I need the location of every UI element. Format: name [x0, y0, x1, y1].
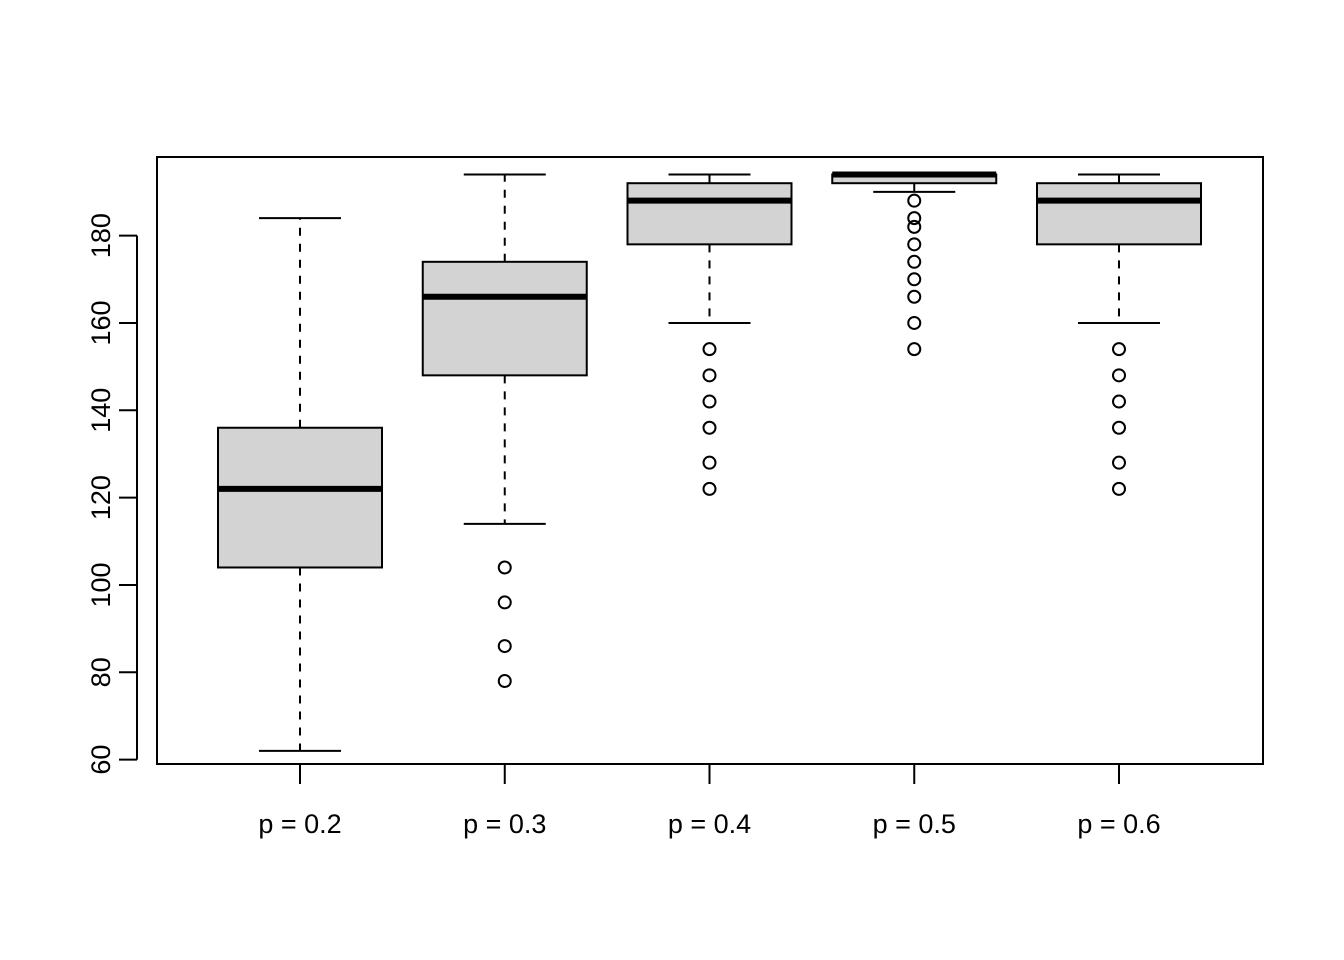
- y-tick-label: 160: [86, 300, 116, 345]
- x-tick-label: p = 0.3: [463, 809, 546, 839]
- box-group: [626, 173, 793, 496]
- box-group: [1036, 173, 1202, 496]
- y-axis: 60 80 100 120 140 160 180: [86, 213, 138, 775]
- box-body: [1036, 182, 1202, 246]
- outlier-point: [907, 342, 922, 357]
- outlier-point: [702, 481, 717, 496]
- outlier-point: [907, 237, 922, 252]
- box-body: [421, 260, 588, 377]
- y-tick-label: 80: [86, 657, 116, 687]
- outlier-point: [907, 211, 922, 226]
- x-axis: p = 0.2 p = 0.3 p = 0.4 p = 0.5 p = 0.6: [258, 763, 1161, 839]
- x-tick-label: p = 0.4: [668, 809, 751, 839]
- outlier-point: [497, 560, 512, 575]
- box-body: [217, 426, 383, 569]
- x-tick-label: p = 0.2: [258, 809, 341, 839]
- y-tick-label: 60: [86, 745, 116, 775]
- outlier-point: [1112, 394, 1126, 409]
- outlier-point: [907, 193, 922, 208]
- outlier-point: [497, 674, 512, 689]
- y-tick-label: 140: [86, 388, 116, 433]
- box-body: [626, 182, 793, 246]
- y-tick-label: 100: [86, 562, 116, 607]
- boxes: [217, 171, 1202, 752]
- outlier-point: [1112, 455, 1126, 470]
- outlier-point: [1112, 420, 1126, 435]
- y-tick-label: 180: [86, 213, 116, 258]
- x-tick-label: p = 0.5: [873, 809, 956, 839]
- box-group: [421, 173, 588, 689]
- outlier-point: [702, 420, 717, 435]
- outlier-point: [907, 272, 922, 287]
- box-group: [217, 217, 383, 752]
- outlier-point: [907, 315, 922, 330]
- outlier-point: [1112, 368, 1126, 383]
- outlier-point: [702, 368, 717, 383]
- outlier-point: [702, 342, 717, 357]
- box-group: [831, 171, 998, 357]
- x-tick-label: p = 0.6: [1077, 809, 1160, 839]
- outlier-point: [907, 219, 922, 234]
- outlier-point: [907, 289, 922, 304]
- outlier-point: [497, 639, 512, 654]
- outlier-point: [702, 455, 717, 470]
- outlier-point: [702, 394, 717, 409]
- outlier-point: [1112, 481, 1126, 496]
- outlier-point: [497, 595, 512, 610]
- y-tick-label: 120: [86, 475, 116, 520]
- outlier-point: [1112, 342, 1126, 357]
- outlier-point: [907, 254, 922, 269]
